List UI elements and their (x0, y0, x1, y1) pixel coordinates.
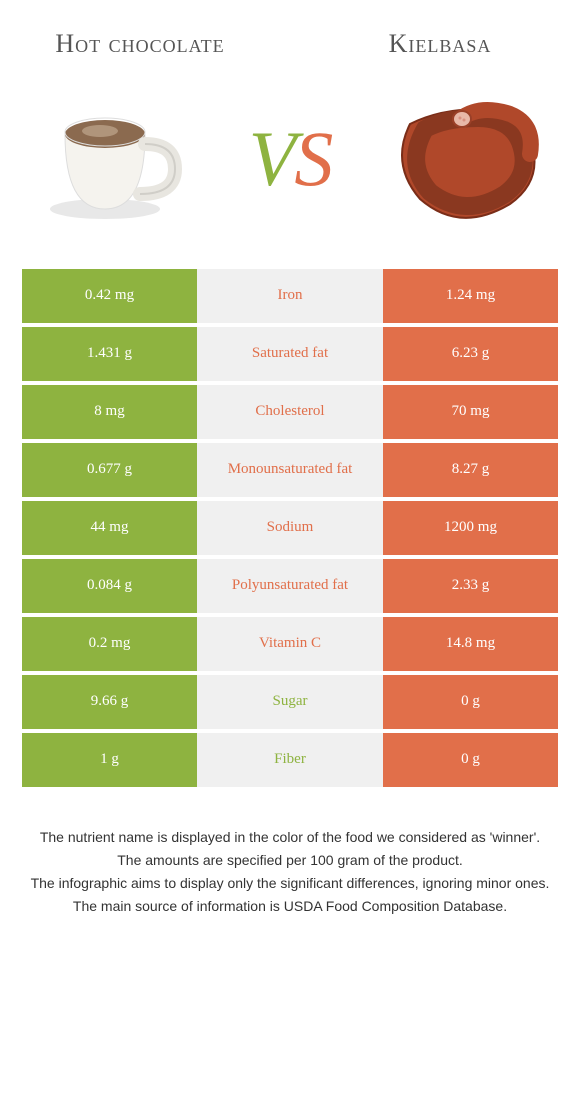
right-value: 1200 mg (383, 501, 558, 555)
left-food-title: Hot chocolate (40, 30, 240, 59)
left-value: 8 mg (22, 385, 197, 439)
nutrient-label: Cholesterol (197, 385, 383, 439)
right-value: 14.8 mg (383, 617, 558, 671)
hero-row: VS (0, 69, 580, 259)
nutrient-row: 9.66 gSugar0 g (22, 675, 558, 729)
hot-chocolate-image (30, 79, 200, 239)
header: Hot chocolate Kielbasa (0, 0, 580, 69)
nutrient-label: Iron (197, 269, 383, 323)
nutrient-label: Sugar (197, 675, 383, 729)
nutrient-row: 0.084 gPolyunsaturated fat2.33 g (22, 559, 558, 613)
right-value: 0 g (383, 733, 558, 787)
right-value: 1.24 mg (383, 269, 558, 323)
footer-line: The nutrient name is displayed in the co… (20, 827, 560, 848)
nutrient-label: Saturated fat (197, 327, 383, 381)
nutrient-label: Vitamin C (197, 617, 383, 671)
left-value: 0.084 g (22, 559, 197, 613)
vs-v: V (249, 115, 295, 202)
vs-label: VS (249, 114, 332, 204)
nutrient-label: Monounsaturated fat (197, 443, 383, 497)
left-value: 0.2 mg (22, 617, 197, 671)
left-value: 0.42 mg (22, 269, 197, 323)
nutrient-row: 0.42 mgIron1.24 mg (22, 269, 558, 323)
left-value: 9.66 g (22, 675, 197, 729)
footer-notes: The nutrient name is displayed in the co… (20, 827, 560, 917)
vs-s: S (294, 115, 331, 202)
left-value: 0.677 g (22, 443, 197, 497)
right-value: 70 mg (383, 385, 558, 439)
nutrient-row: 0.2 mgVitamin C14.8 mg (22, 617, 558, 671)
nutrient-label: Sodium (197, 501, 383, 555)
nutrient-row: 1 gFiber0 g (22, 733, 558, 787)
right-value: 2.33 g (383, 559, 558, 613)
kielbasa-image (380, 79, 550, 239)
nutrient-row: 0.677 gMonounsaturated fat8.27 g (22, 443, 558, 497)
footer-line: The infographic aims to display only the… (20, 873, 560, 894)
left-value: 1.431 g (22, 327, 197, 381)
right-value: 6.23 g (383, 327, 558, 381)
left-value: 1 g (22, 733, 197, 787)
footer-line: The main source of information is USDA F… (20, 896, 560, 917)
nutrient-row: 1.431 gSaturated fat6.23 g (22, 327, 558, 381)
right-food-title: Kielbasa (340, 30, 540, 59)
nutrient-row: 8 mgCholesterol70 mg (22, 385, 558, 439)
nutrient-label: Fiber (197, 733, 383, 787)
nutrient-row: 44 mgSodium1200 mg (22, 501, 558, 555)
nutrient-table: 0.42 mgIron1.24 mg1.431 gSaturated fat6.… (22, 269, 558, 787)
nutrient-label: Polyunsaturated fat (197, 559, 383, 613)
right-value: 0 g (383, 675, 558, 729)
left-value: 44 mg (22, 501, 197, 555)
right-value: 8.27 g (383, 443, 558, 497)
footer-line: The amounts are specified per 100 gram o… (20, 850, 560, 871)
